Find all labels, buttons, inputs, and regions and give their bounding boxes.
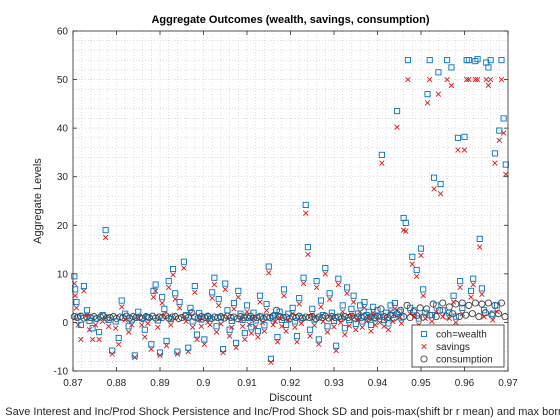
chart-title: Aggregate Outcomes (wealth, savings, con… — [151, 14, 429, 26]
x-tick-label: 0.92 — [281, 378, 301, 389]
legend-label: coh=wealth — [436, 330, 487, 341]
x-tick-label: 0.95 — [411, 378, 431, 389]
y-tick-label: 40 — [57, 124, 69, 135]
y-tick-label: 30 — [57, 172, 69, 183]
plot-area — [71, 31, 508, 371]
x-tick-label: 0.94 — [368, 378, 388, 389]
y-tick-label: 20 — [57, 221, 69, 232]
y-tick-label: 60 — [57, 27, 69, 38]
y-tick-label: 10 — [57, 269, 69, 280]
x-tick-label: 0.97 — [498, 378, 518, 389]
x-tick-label: 0.87 — [63, 378, 83, 389]
x-tick-label: 0.91 — [237, 378, 257, 389]
y-axis-title: Aggregate Levels — [32, 158, 44, 244]
legend-label: consumption — [436, 355, 493, 366]
x-tick-label: 0.93 — [324, 378, 344, 389]
legend: coh=wealthsavings consumption — [412, 325, 504, 367]
legend-label: savings — [436, 342, 470, 353]
y-tick-label: -10 — [54, 367, 69, 378]
x-tick-label: 0.89 — [150, 378, 170, 389]
x-axis-subtitle: Save Interest and Inc/Prod Shock Persist… — [5, 406, 560, 418]
y-tick-label: 0 — [62, 318, 68, 329]
x-tick-label: 0.88 — [107, 378, 127, 389]
x-tick-label: 0.9 — [197, 378, 211, 389]
x-axis-title: Discount — [269, 392, 312, 404]
y-tick-label: 50 — [57, 75, 69, 86]
x-tick-label: 0.96 — [455, 378, 475, 389]
